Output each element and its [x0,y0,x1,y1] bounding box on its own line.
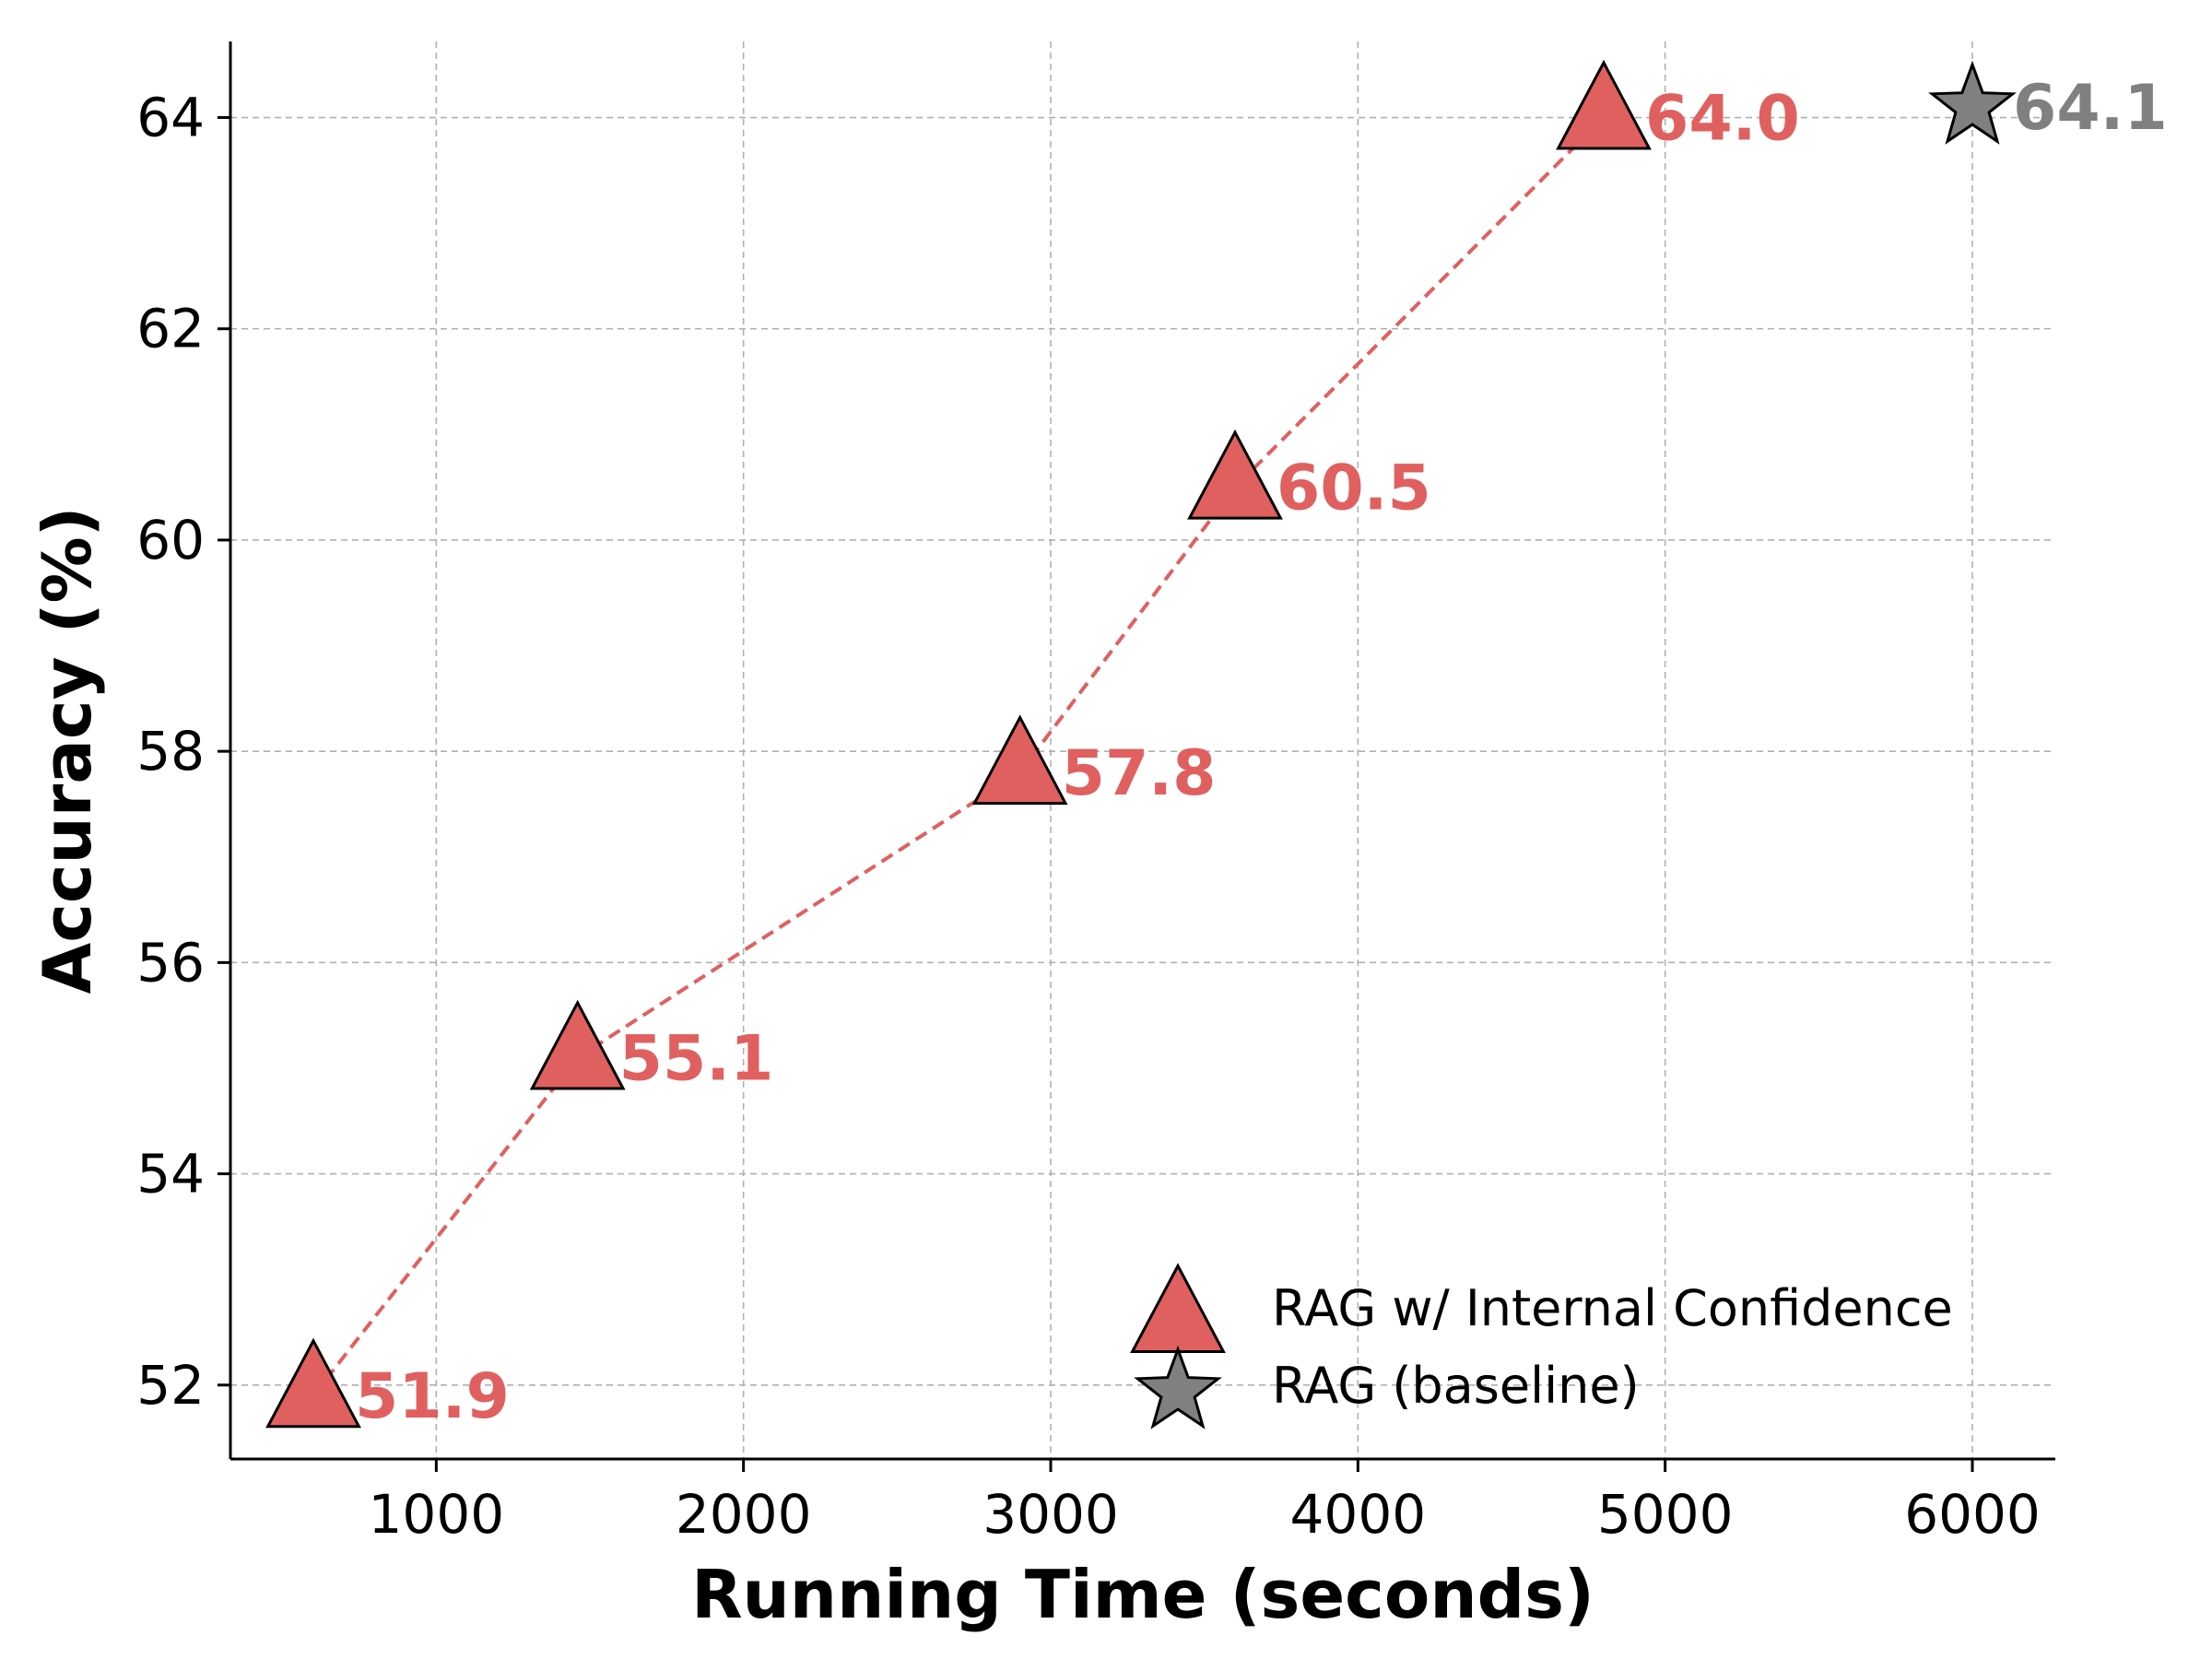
y-tick-label: 60 [136,509,205,571]
y-axis-title: Accuracy (%) [29,506,106,994]
series-line-rag-internal-confidence [312,116,1606,1397]
x-axis-title: Running Time (seconds) [691,1556,1594,1633]
data-point-triangle [1556,59,1652,150]
data-labels: 51.9 55.1 57.8 60.5 64.0 64.1 [355,72,2168,1433]
y-tick-label: 56 [136,931,205,994]
data-point-star [1928,60,2017,145]
data-point-triangle [265,1337,361,1429]
x-tick-label: 4000 [1290,1483,1427,1546]
legend-label-rag-baseline: RAG (baseline) [1272,1357,1640,1415]
y-ticks: 52 54 56 58 60 62 64 [136,87,230,1417]
legend: RAG w/ Internal Confidence RAG (baseline… [1130,1263,1953,1430]
legend-triangle-shape [1130,1263,1226,1354]
legend-triangle-marker [1130,1263,1226,1354]
y-tick-label: 62 [136,298,205,360]
legend-star-shape [1134,1345,1222,1430]
x-tick-label: 6000 [1904,1483,2041,1546]
data-label: 57.8 [1062,737,1217,810]
data-point-triangle [1187,429,1283,520]
y-tick-label: 58 [136,720,205,782]
grid-lines [230,41,2055,1459]
data-label: 64.0 [1645,83,1800,156]
data-label: 64.1 [2013,72,2168,145]
series [265,59,2017,1429]
x-ticks: 1000 2000 3000 4000 5000 6000 [369,1459,2041,1546]
x-tick-label: 2000 [676,1483,812,1546]
data-label: 55.1 [619,1023,774,1096]
legend-label-rag-internal-confidence: RAG w/ Internal Confidence [1272,1279,1953,1337]
y-tick-label: 54 [136,1143,205,1206]
data-label: 60.5 [1277,453,1431,525]
x-tick-label: 1000 [369,1483,505,1546]
legend-star-marker [1134,1345,1222,1430]
data-point-triangle [529,999,626,1090]
x-tick-label: 5000 [1597,1483,1734,1546]
data-label: 51.9 [355,1360,510,1433]
data-point-triangle [971,714,1068,806]
y-tick-label: 64 [136,87,205,149]
y-tick-label: 52 [136,1354,205,1417]
x-tick-label: 3000 [982,1483,1119,1546]
